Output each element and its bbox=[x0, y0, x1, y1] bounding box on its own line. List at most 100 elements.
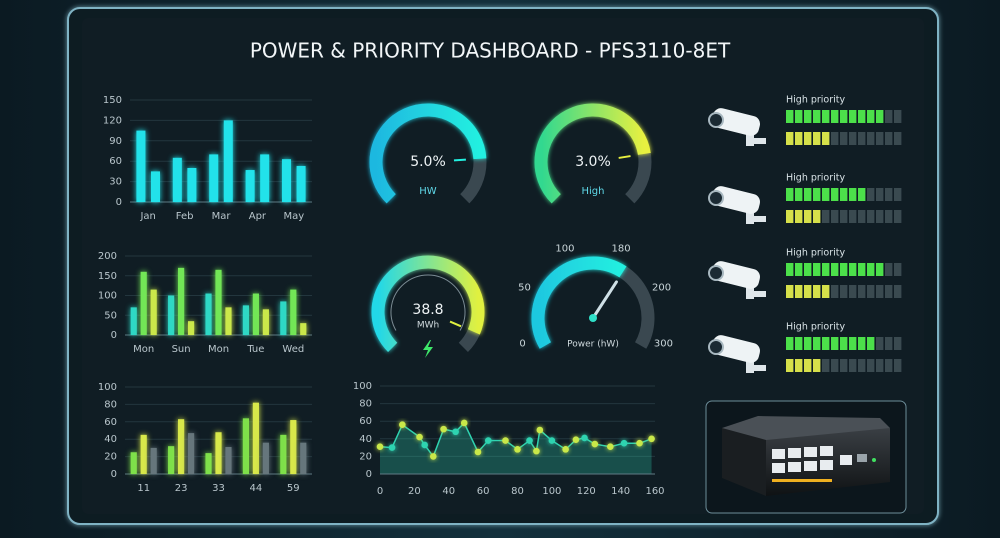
camera-mount bbox=[746, 208, 754, 224]
y-tick-label: 40 bbox=[104, 434, 117, 445]
point bbox=[376, 443, 384, 451]
meter-segment bbox=[813, 110, 821, 123]
dial-needle bbox=[591, 280, 618, 320]
x-tick-label: Mar bbox=[212, 211, 232, 222]
bolt-icon bbox=[423, 340, 433, 358]
meter-segment bbox=[795, 110, 803, 123]
point bbox=[440, 425, 447, 433]
bar bbox=[187, 321, 195, 335]
x-tick-label: Sun bbox=[172, 344, 191, 355]
meter-segment bbox=[813, 263, 821, 276]
bar bbox=[150, 447, 157, 474]
bar bbox=[215, 269, 222, 335]
bar bbox=[225, 307, 232, 335]
dial-tick-label: 50 bbox=[518, 282, 531, 293]
camera-lens bbox=[708, 112, 724, 128]
point bbox=[536, 426, 544, 434]
camera-icon bbox=[708, 261, 766, 299]
bar bbox=[150, 289, 157, 335]
camera-mount-base bbox=[752, 216, 766, 222]
bar bbox=[172, 157, 182, 202]
bar bbox=[168, 295, 175, 335]
meter-segment bbox=[813, 285, 821, 298]
camera-icon bbox=[708, 108, 766, 146]
meter-segment bbox=[840, 110, 848, 123]
meter-segment bbox=[858, 337, 866, 350]
meter-segment bbox=[795, 359, 803, 372]
bar bbox=[150, 171, 160, 202]
point bbox=[620, 439, 628, 447]
meter-segment bbox=[849, 110, 857, 123]
y-tick-label: 100 bbox=[98, 291, 117, 302]
x-tick-label: 100 bbox=[542, 486, 561, 497]
meter-segment bbox=[840, 210, 848, 223]
dial-fill bbox=[531, 256, 627, 349]
x-tick-label: 33 bbox=[212, 483, 225, 494]
camera-mount-base bbox=[752, 291, 766, 297]
meter-segment bbox=[840, 337, 848, 350]
meter-segment bbox=[876, 359, 884, 372]
meter-segment bbox=[840, 359, 848, 372]
bar bbox=[130, 307, 137, 335]
y-tick-label: 100 bbox=[98, 382, 117, 393]
meter-segment bbox=[894, 263, 902, 276]
meter-segment bbox=[867, 210, 875, 223]
gauge-pointer bbox=[449, 320, 462, 328]
meter-segment bbox=[876, 110, 884, 123]
bar bbox=[262, 309, 269, 335]
bar bbox=[300, 442, 307, 474]
level-meter bbox=[786, 132, 902, 145]
camera-label: High priority bbox=[786, 248, 846, 259]
meter-segment bbox=[822, 359, 830, 372]
meter-segment bbox=[849, 359, 857, 372]
meter-segment bbox=[813, 337, 821, 350]
meter-segment bbox=[858, 110, 866, 123]
level-meter bbox=[786, 285, 902, 298]
bar bbox=[130, 452, 137, 474]
point bbox=[399, 421, 406, 429]
point bbox=[636, 439, 643, 447]
level-meter bbox=[786, 210, 902, 223]
port bbox=[772, 449, 785, 459]
meter-segment bbox=[813, 359, 821, 372]
screen-inner bbox=[82, 18, 924, 514]
meter-segment bbox=[804, 210, 812, 223]
meter-segment bbox=[795, 337, 803, 350]
meter-segment bbox=[867, 285, 875, 298]
bar bbox=[140, 434, 147, 474]
port bbox=[788, 448, 801, 458]
dial-tick-label: 100 bbox=[555, 243, 574, 254]
meter-segment bbox=[786, 210, 794, 223]
camera-icon bbox=[708, 335, 766, 373]
y-tick-label: 200 bbox=[98, 251, 117, 262]
meter-segment bbox=[849, 285, 857, 298]
gauge-value: 5.0% bbox=[410, 154, 446, 170]
level-meter bbox=[786, 110, 902, 123]
gauge-label: HW bbox=[419, 186, 437, 197]
meter-segment bbox=[831, 210, 839, 223]
meter-segment bbox=[822, 210, 830, 223]
meter-segment bbox=[804, 132, 812, 145]
bar bbox=[205, 293, 212, 335]
point bbox=[421, 441, 428, 449]
meter-segment bbox=[894, 132, 902, 145]
point bbox=[429, 453, 437, 460]
camera-body bbox=[711, 186, 761, 214]
meter-segment bbox=[831, 132, 839, 145]
bar bbox=[215, 432, 222, 474]
x-tick-label: Feb bbox=[176, 211, 194, 222]
meter-segment bbox=[849, 337, 857, 350]
dial-tick-label: 300 bbox=[654, 339, 673, 350]
x-tick-label: 40 bbox=[442, 486, 455, 497]
bar bbox=[260, 154, 270, 202]
bar bbox=[187, 168, 197, 202]
bar bbox=[178, 419, 185, 474]
meter-segment bbox=[885, 210, 893, 223]
meter-segment bbox=[894, 337, 902, 350]
meter-segment bbox=[822, 285, 830, 298]
point bbox=[452, 428, 459, 436]
meter-segment bbox=[795, 210, 803, 223]
gauge-fill bbox=[534, 103, 651, 204]
meter-segment bbox=[786, 188, 794, 201]
